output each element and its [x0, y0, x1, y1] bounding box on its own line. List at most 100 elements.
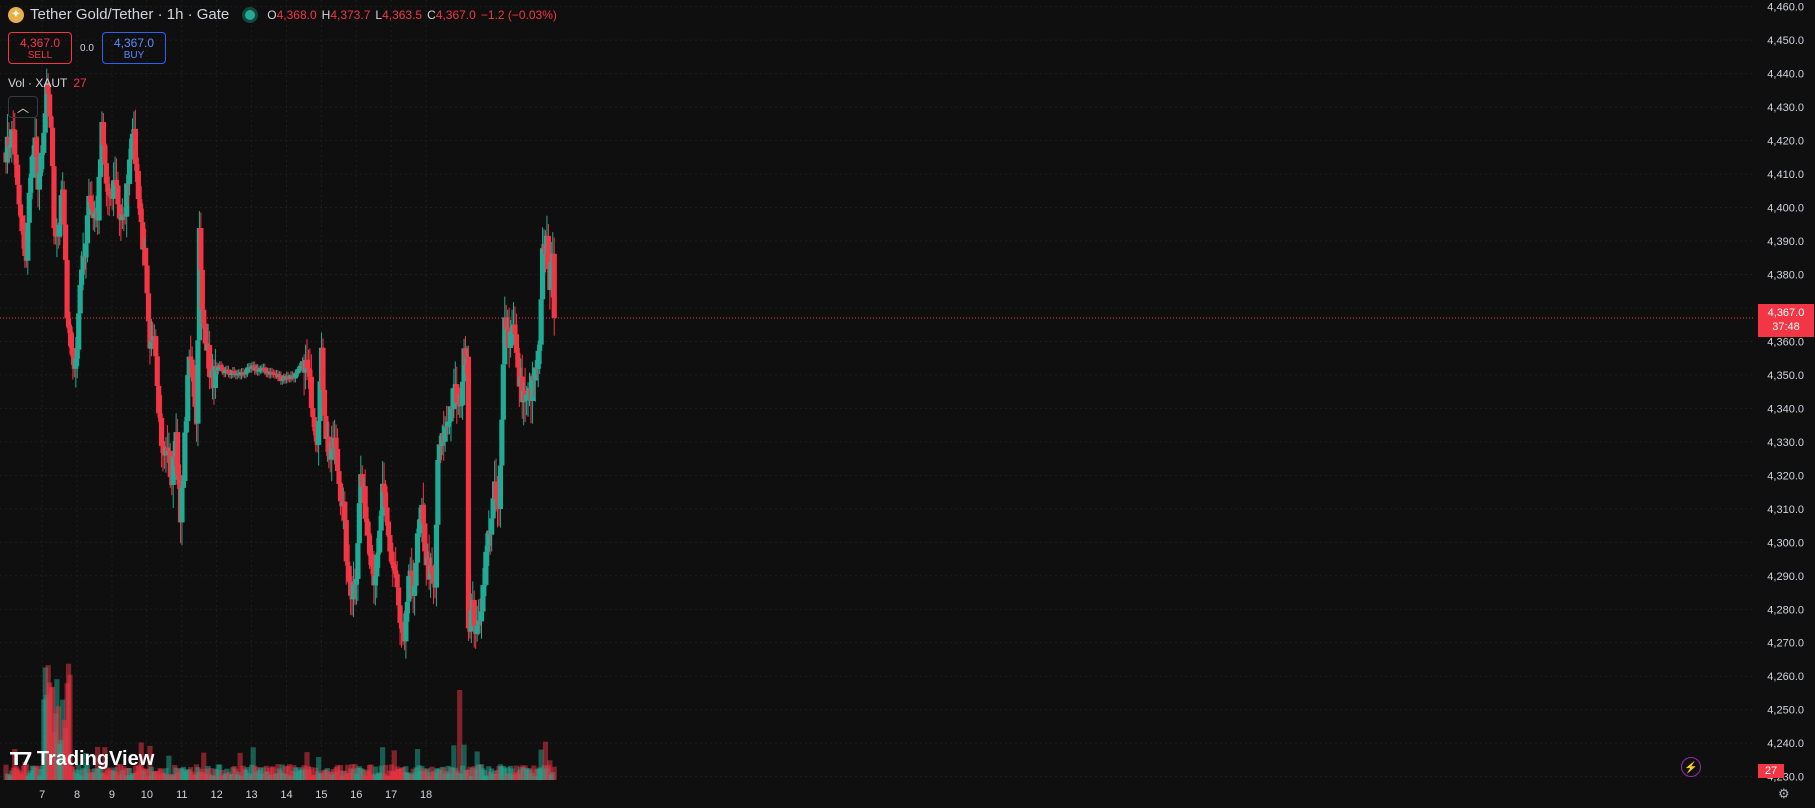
candle-body [523, 394, 530, 401]
price-tick-label: 4,340.0 [1767, 403, 1804, 415]
candle-body [377, 530, 383, 553]
buy-button[interactable]: 4,367.0 BUY [102, 32, 166, 64]
ohlc-item: L4,363.5 [375, 8, 422, 22]
price-tick-label: 4,430.0 [1767, 102, 1804, 114]
candle-body [74, 349, 80, 359]
candle-body [96, 176, 102, 221]
candle-body [494, 498, 501, 506]
candle-body [461, 348, 467, 382]
ohlc-value: −1.2 (−0.03%) [480, 7, 557, 22]
candle-body [76, 313, 82, 350]
volume-bar [208, 768, 214, 780]
candle-body [502, 317, 508, 365]
price-tick-label: 4,240.0 [1767, 738, 1804, 750]
candle-body [61, 189, 67, 225]
candle-body [539, 248, 546, 300]
candle-body [519, 376, 525, 403]
candle-body [234, 373, 240, 376]
buy-label: BUY [123, 49, 145, 61]
candle-body [215, 367, 221, 371]
candle-body [430, 574, 437, 584]
candle-body [391, 564, 397, 571]
candle-body [460, 381, 466, 406]
candle-body [509, 331, 515, 333]
candle-body [359, 474, 365, 487]
candle-body [486, 530, 492, 546]
time-tick-label: 10 [141, 789, 153, 801]
symbol-title[interactable]: Tether Gold/Tether · 1h · Gate [30, 6, 230, 23]
candle-body [548, 262, 554, 290]
trade-buttons: 4,367.0 SELL 0.0 4,367.0 BUY [8, 32, 166, 64]
volume-bar [3, 764, 9, 780]
candle-body [137, 199, 143, 209]
candle-body [38, 155, 44, 173]
volume-bar [237, 752, 243, 780]
volume-bar [451, 745, 457, 780]
lightning-icon[interactable]: ⚡ [1681, 757, 1701, 777]
candle-body [158, 417, 165, 446]
candle-body [243, 372, 249, 375]
candle-body [538, 299, 544, 345]
candle-body [384, 507, 390, 522]
candle-body [206, 345, 213, 377]
volume-bar [250, 747, 256, 780]
time-tick-label: 13 [245, 789, 257, 801]
tradingview-logo[interactable]: 𝗧𝟳 TradingView [10, 748, 154, 771]
candle-body [497, 465, 504, 510]
volume-legend[interactable]: Vol · XAUT 27 [8, 76, 87, 90]
time-axis[interactable]: 7 8 9 10 11 12 13 14 15 16 17 18 [39, 789, 432, 801]
candle-body [387, 535, 393, 552]
market-status-icon[interactable] [245, 9, 256, 20]
candle-body [45, 84, 51, 95]
time-tick-label: 15 [315, 789, 327, 801]
candle-body [119, 214, 125, 221]
candle-body [474, 625, 480, 634]
volume-bar [201, 752, 207, 780]
candle-body [83, 243, 89, 258]
candle-body [190, 374, 197, 382]
volume-bar [337, 765, 344, 780]
candle-body [436, 444, 442, 460]
sell-button[interactable]: 4,367.0 SELL [8, 32, 72, 64]
chevron-up-icon[interactable]: ︿ [8, 96, 38, 118]
candle-body [457, 403, 463, 407]
candle-body [105, 183, 111, 192]
gear-icon[interactable]: ⚙ [1778, 786, 1790, 801]
candle-body [148, 340, 155, 349]
time-tick-label: 7 [39, 789, 45, 801]
candle-body [31, 154, 37, 157]
candle-body [442, 426, 448, 442]
candle-body [483, 551, 489, 585]
candle-body [212, 365, 218, 389]
candle-body [342, 501, 348, 521]
candle-body [4, 136, 11, 163]
candle-body [67, 326, 73, 334]
candle-body [365, 522, 371, 536]
candle-body [458, 405, 464, 407]
price-tick-label: 4,270.0 [1767, 638, 1804, 650]
candle-body [551, 253, 557, 319]
volume-bar [414, 749, 421, 780]
volume-legend-value: 27 [73, 76, 87, 90]
price-axis[interactable]: 4,460.0 4,450.0 4,440.0 4,430.0 4,420.0 4,410… [1767, 2, 1804, 784]
candle-body [192, 381, 198, 407]
candle-body [106, 191, 112, 196]
candle-body [484, 545, 490, 552]
volume-bar [345, 764, 351, 780]
candle-body [176, 474, 182, 485]
candle-body [202, 323, 208, 344]
candle-body [57, 224, 63, 237]
volume-bar [115, 764, 121, 780]
volume-bar [102, 747, 108, 780]
time-tick-label: 14 [280, 789, 292, 801]
candle-body [147, 321, 153, 349]
candle-body [353, 578, 360, 585]
candle-body [180, 481, 187, 488]
candle-body [481, 584, 488, 586]
candle-body [135, 170, 141, 200]
candle-body [393, 570, 399, 575]
tether-gold-coin-icon[interactable]: ✦ [8, 6, 24, 23]
candle-body [471, 599, 477, 626]
candle-body [262, 367, 268, 372]
